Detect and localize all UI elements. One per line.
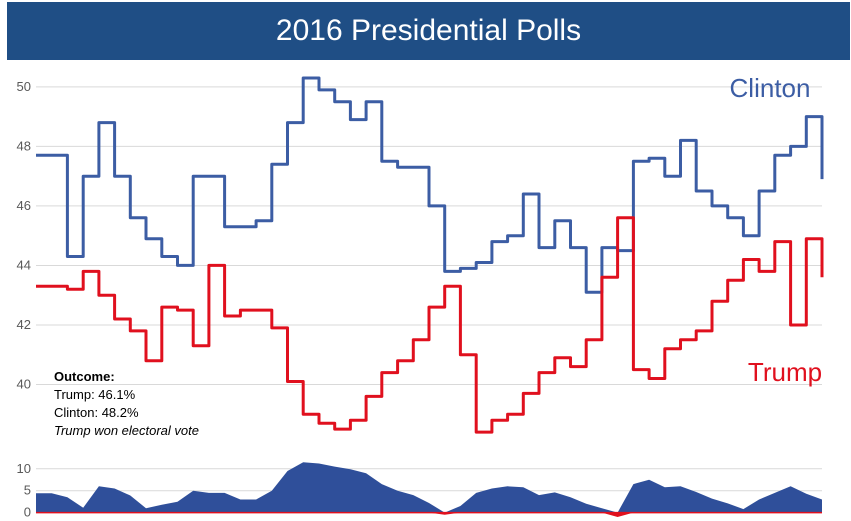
lead-area-clinton [36, 462, 822, 513]
series-line-clinton [36, 76, 824, 294]
main-series [36, 76, 824, 434]
series-label-trump: Trump [748, 357, 822, 387]
y-tick-label: 50 [17, 79, 31, 94]
outcome-note: Trump won electoral vote [54, 423, 199, 438]
main-grid [36, 86, 822, 385]
series-line-trump [36, 216, 824, 434]
page-title: 2016 Presidential Polls [275, 14, 582, 47]
y-tick-label: 44 [17, 257, 31, 272]
outcome-clinton: Clinton: 48.2% [54, 405, 139, 420]
outcome-box: Outcome: Trump: 46.1% Clinton: 48.2% Tru… [54, 368, 199, 440]
y-tick-label: 42 [17, 317, 31, 332]
lead-y-tick-label: 0 [24, 505, 31, 520]
main-y-axis: 40 42 44 46 48 50 [17, 79, 31, 392]
lead-y-tick-label: 5 [24, 483, 31, 498]
outcome-heading: Outcome: [54, 369, 115, 384]
lead-y-axis: 0 5 10 [17, 461, 31, 520]
y-tick-label: 40 [17, 376, 31, 391]
lead-area-trump [36, 512, 822, 517]
y-tick-label: 48 [17, 138, 31, 153]
outcome-trump: Trump: 46.1% [54, 387, 136, 402]
lead-series [36, 462, 822, 517]
y-tick-label: 46 [17, 198, 31, 213]
series-label-clinton: Clinton [730, 73, 811, 103]
lead-y-tick-label: 10 [17, 461, 31, 476]
title-bar: 2016 Presidential Polls [7, 2, 850, 60]
